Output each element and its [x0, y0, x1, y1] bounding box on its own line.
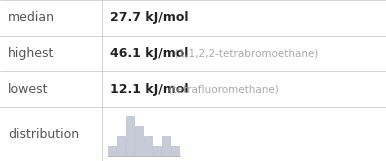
Bar: [102, 0, 386, 36]
Text: 12.1 kJ/mol: 12.1 kJ/mol: [110, 83, 189, 96]
Bar: [126, 116, 134, 156]
Bar: [144, 136, 152, 156]
Bar: [102, 36, 386, 71]
Bar: [171, 146, 179, 156]
Bar: [162, 136, 171, 156]
Text: (1,1,2,2-tetrabromoethane): (1,1,2,2-tetrabromoethane): [168, 49, 319, 59]
Text: (tetrafluoromethane): (tetrafluoromethane): [162, 84, 279, 94]
Bar: [135, 126, 144, 156]
Text: median: median: [8, 11, 55, 24]
Text: lowest: lowest: [8, 83, 49, 96]
Text: highest: highest: [8, 47, 54, 60]
Bar: [102, 107, 386, 161]
Bar: [108, 146, 117, 156]
Bar: [0, 36, 102, 71]
Bar: [102, 71, 386, 107]
Bar: [153, 146, 161, 156]
Text: distribution: distribution: [8, 128, 79, 141]
Bar: [0, 71, 102, 107]
Bar: [117, 136, 125, 156]
Bar: [0, 107, 102, 161]
Bar: [0, 0, 102, 36]
Text: 46.1 kJ/mol: 46.1 kJ/mol: [110, 47, 189, 60]
Text: 27.7 kJ/mol: 27.7 kJ/mol: [110, 11, 189, 24]
